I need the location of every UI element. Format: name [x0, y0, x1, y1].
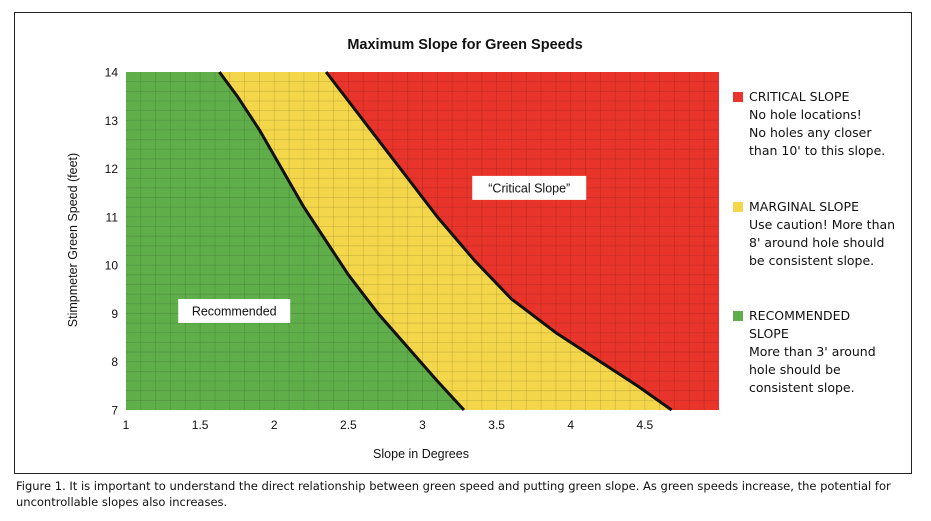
recommended-region-label-box — [178, 299, 291, 324]
y-tick-label: 14 — [105, 66, 119, 80]
chart: Maximum Slope for Green Speeds Recommend… — [66, 37, 719, 461]
chart-title: Maximum Slope for Green Speeds — [347, 37, 582, 53]
recommended-marginal-boundary-line — [218, 71, 466, 412]
legend-recommended-title-2: SLOPE — [749, 326, 789, 341]
legend-marginal-title: MARGINAL SLOPE — [749, 199, 859, 214]
figure-frame — [14, 12, 912, 474]
legend-critical-note-2: No holes any closer — [749, 125, 872, 140]
recommended-region-label: Recommended — [192, 305, 277, 319]
legend-critical-note-1: No hole locations! — [749, 107, 862, 122]
x-tick-label: 2.5 — [340, 418, 357, 432]
y-tick-label: 12 — [105, 162, 119, 176]
critical-swatch — [733, 92, 743, 102]
y-tick-label: 13 — [105, 114, 119, 128]
y-tick-label: 11 — [106, 210, 119, 224]
legend-recommended-title: RECOMMENDED — [749, 308, 851, 323]
y-tick-label: 10 — [105, 259, 119, 273]
marginal-swatch — [733, 202, 743, 212]
x-tick-label: 1.5 — [192, 418, 209, 432]
critical-region-label: “Critical Slope” — [488, 181, 570, 195]
legend-recommended-note-3: consistent slope. — [749, 380, 855, 395]
legend-marginal-note-3: be consistent slope. — [749, 253, 875, 268]
legend-critical-title: CRITICAL SLOPE — [749, 89, 850, 104]
y-tick-label: 7 — [111, 404, 118, 418]
y-tick-label: 8 — [111, 355, 118, 369]
legend-marginal: MARGINAL SLOPE Use caution! More than 8'… — [733, 198, 895, 270]
y-axis-label: Stimpmeter Green Speed (feet) — [66, 153, 80, 327]
figure-caption: Figure 1. It is important to understand … — [16, 479, 891, 509]
critical-region-label-box — [472, 175, 587, 200]
legend-recommended-note-2: hole should be — [749, 362, 841, 377]
x-tick-label: 4 — [567, 418, 574, 432]
legend-critical: CRITICAL SLOPE No hole locations! No hol… — [733, 88, 885, 160]
marginal-critical-boundary-line — [324, 71, 673, 412]
x-tick-label: 1 — [123, 418, 130, 432]
legend-marginal-note-1: Use caution! More than — [749, 217, 896, 232]
legend-critical-note-3: than 10' to this slope. — [749, 143, 886, 158]
x-tick-label: 2 — [271, 418, 278, 432]
x-tick-label: 3 — [419, 418, 426, 432]
recommended-region — [126, 72, 464, 410]
x-tick-label: 3.5 — [488, 418, 505, 432]
y-tick-label: 9 — [111, 307, 118, 321]
x-tick-label: 4.5 — [637, 418, 654, 432]
legend-marginal-note-2: 8' around hole should — [749, 235, 885, 250]
legend-recommended-note-1: More than 3' around — [749, 344, 876, 359]
recommended-swatch — [733, 311, 743, 321]
x-axis-label: Slope in Degrees — [373, 447, 469, 461]
legend-recommended: RECOMMENDED SLOPE More than 3' around ho… — [733, 307, 876, 397]
